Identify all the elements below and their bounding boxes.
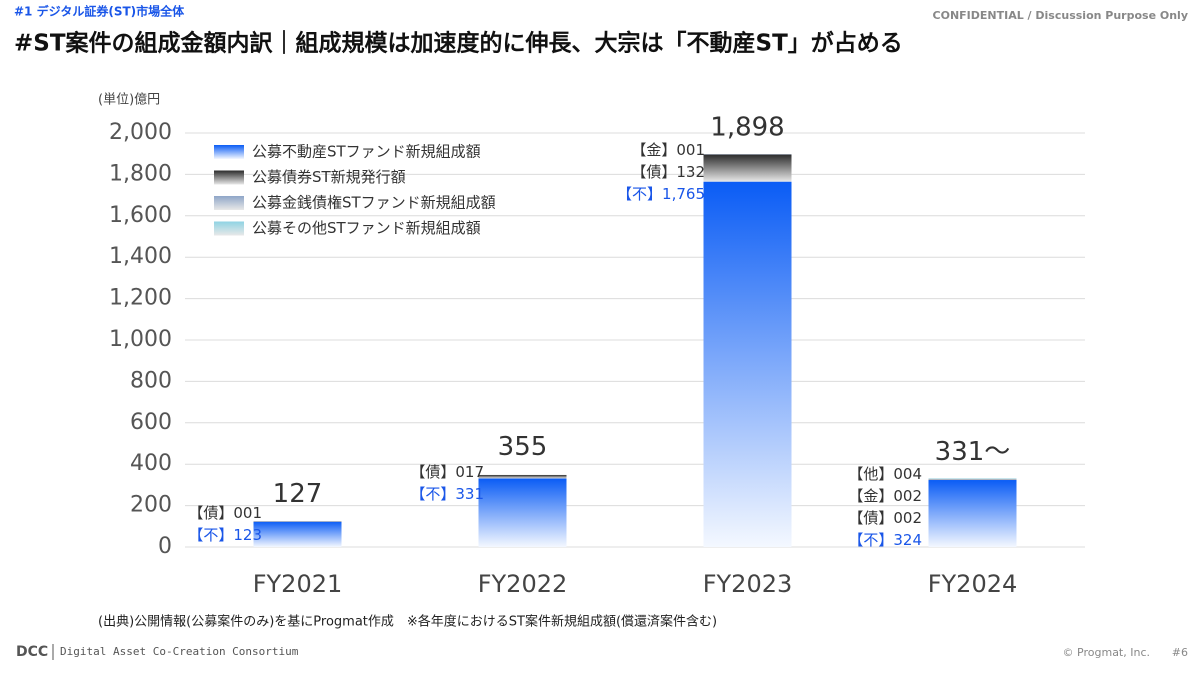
segment-label: 【不】123 [188,526,262,544]
legend-label: 公募不動産STファンド新規組成額 [252,143,481,161]
legend-swatch [214,196,244,210]
segment-value: 132 [676,163,705,181]
bar-segment [703,154,792,155]
segment-tag: 【不】 [848,531,893,549]
segment-label: 【不】1,765 [617,185,705,203]
bar-segment [928,479,1017,481]
bar-segment [478,474,567,479]
segment-label: 【不】331 [410,485,484,503]
segment-label: 【債】001 [188,504,262,522]
x-tick-label: FY2024 [928,570,1018,598]
segment-label: 【債】017 [410,463,484,481]
total-label: 331〜 [935,437,1011,467]
segment-value: 004 [893,465,922,483]
segment-tag: 【不】 [617,185,662,203]
y-tick-label: 400 [130,451,172,476]
segment-value: 123 [233,526,262,544]
segment-label: 【金】002 [848,487,922,505]
source-note: (出典)公開情報(公募案件のみ)を基にProgmat作成 ※各年度におけるST案… [98,614,717,630]
y-tick-label: 1,800 [109,161,172,186]
y-tick-label: 2,000 [109,120,172,145]
legend-label: 公募債券ST新規発行額 [252,168,406,186]
segment-value: 001 [233,504,262,522]
segment-label: 【他】004 [848,465,922,483]
segment-value: 324 [893,531,922,549]
total-label: 1,898 [710,113,784,143]
confidential: CONFIDENTIAL / Discussion Purpose Only [933,9,1188,22]
bar-segment [478,478,567,547]
bar-segment [703,181,792,547]
y-tick-label: 200 [130,493,172,518]
segment-value: 331 [455,485,484,503]
legend-swatch [214,221,244,236]
segment-value: 017 [455,463,484,481]
segment-label: 【不】324 [848,531,922,549]
unit-label: (単位)億円 [98,92,160,108]
legend-swatch [214,170,244,185]
y-tick-label: 1,600 [109,203,172,228]
segment-tag: 【他】 [848,465,893,483]
bar-segment [928,478,1017,480]
total-label: 355 [498,432,548,462]
segment-value: 002 [893,509,922,527]
legend-swatch [214,145,244,159]
bar-segment [253,521,342,522]
bar-segment [928,479,1017,547]
bar-segment [703,154,792,182]
legend-label: 公募その他STファンド新規組成額 [252,219,481,237]
segment-tag: 【不】 [188,526,233,544]
copyright: © Progmat, Inc. [1063,646,1150,659]
segment-value: 002 [893,487,922,505]
page-number: #6 [1172,646,1188,659]
bar-segment [253,521,342,547]
y-tick-label: 1,000 [109,327,172,352]
y-tick-label: 0 [158,534,172,559]
y-tick-label: 1,400 [109,244,172,269]
legend-label: 公募金銭債権STファンド新規組成額 [252,194,496,212]
x-tick-label: FY2021 [253,570,343,598]
y-tick-label: 1,200 [109,286,172,311]
y-tick-label: 800 [130,368,172,393]
segment-tag: 【金】 [848,487,893,505]
x-tick-label: FY2022 [478,570,568,598]
segment-tag: 【債】 [410,463,455,481]
segment-tag: 【債】 [848,509,893,527]
footer-logo: DCC [16,644,48,660]
x-tick-label: FY2023 [703,570,793,598]
segment-value: 1,765 [662,185,705,203]
segment-tag: 【債】 [631,163,676,181]
slide-title: #ST案件の組成金額内訳｜組成規模は加速度的に伸長、大宗は「不動産ST」が占める [14,30,903,57]
footer-org: Digital Asset Co-Creation Consortium [60,645,299,658]
bar-segment [928,479,1017,480]
total-label: 127 [273,479,323,509]
segment-tag: 【金】 [631,141,676,159]
segment-label: 【債】002 [848,509,922,527]
y-tick-label: 600 [130,410,172,435]
segment-label: 【金】001 [631,141,705,159]
segment-tag: 【不】 [410,485,455,503]
segment-label: 【債】132 [631,163,705,181]
segment-tag: 【債】 [188,504,233,522]
segment-value: 001 [676,141,705,159]
section-label: #1 デジタル証券(ST)市場全体 [14,4,185,19]
